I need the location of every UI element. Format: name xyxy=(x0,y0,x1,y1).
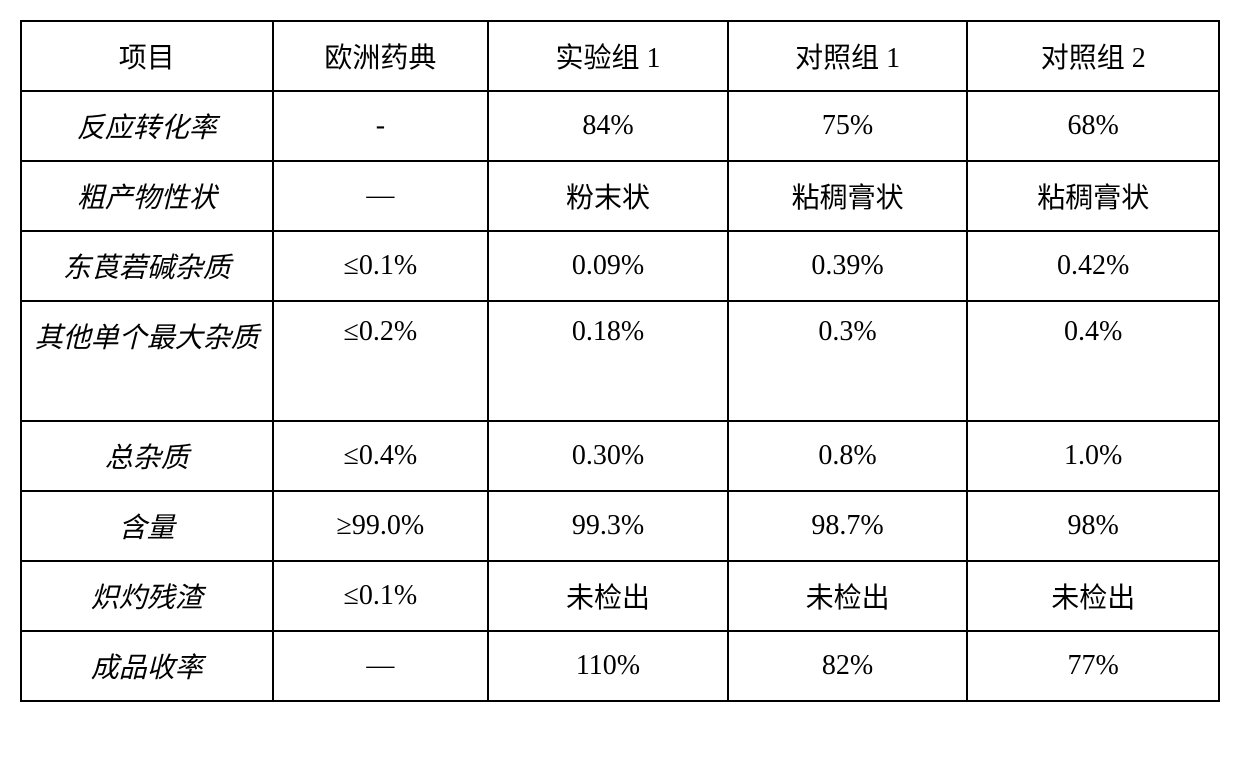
row-label: 总杂质 xyxy=(21,421,273,491)
row-label: 其他单个最大杂质 xyxy=(21,301,273,421)
cell: 82% xyxy=(728,631,968,701)
cell: — xyxy=(273,631,489,701)
cell: 0.09% xyxy=(488,231,728,301)
cell: 68% xyxy=(967,91,1219,161)
row-label: 粗产物性状 xyxy=(21,161,273,231)
cell: 粘稠膏状 xyxy=(967,161,1219,231)
cell: 未检出 xyxy=(728,561,968,631)
cell: 粘稠膏状 xyxy=(728,161,968,231)
cell: ≤0.1% xyxy=(273,561,489,631)
cell: 110% xyxy=(488,631,728,701)
cell: 粉末状 xyxy=(488,161,728,231)
cell: ≥99.0% xyxy=(273,491,489,561)
cell: 77% xyxy=(967,631,1219,701)
row-label: 成品收率 xyxy=(21,631,273,701)
header-cell-1: 欧洲药典 xyxy=(273,21,489,91)
cell: — xyxy=(273,161,489,231)
cell: 未检出 xyxy=(488,561,728,631)
cell: 84% xyxy=(488,91,728,161)
table-row: 含量 ≥99.0% 99.3% 98.7% 98% xyxy=(21,491,1219,561)
table-row: 成品收率 — 110% 82% 77% xyxy=(21,631,1219,701)
table-row: 东莨菪碱杂质 ≤0.1% 0.09% 0.39% 0.42% xyxy=(21,231,1219,301)
cell: 1.0% xyxy=(967,421,1219,491)
table-row: 炽灼残渣 ≤0.1% 未检出 未检出 未检出 xyxy=(21,561,1219,631)
table-header-row: 项目 欧洲药典 实验组 1 对照组 1 对照组 2 xyxy=(21,21,1219,91)
header-cell-2: 实验组 1 xyxy=(488,21,728,91)
table-row: 粗产物性状 — 粉末状 粘稠膏状 粘稠膏状 xyxy=(21,161,1219,231)
cell: 未检出 xyxy=(967,561,1219,631)
cell: 98.7% xyxy=(728,491,968,561)
cell: 98% xyxy=(967,491,1219,561)
row-label: 东莨菪碱杂质 xyxy=(21,231,273,301)
table-row: 总杂质 ≤0.4% 0.30% 0.8% 1.0% xyxy=(21,421,1219,491)
data-table: 项目 欧洲药典 实验组 1 对照组 1 对照组 2 反应转化率 - 84% 75… xyxy=(20,20,1220,702)
cell: ≤0.1% xyxy=(273,231,489,301)
header-cell-0: 项目 xyxy=(21,21,273,91)
cell: 75% xyxy=(728,91,968,161)
cell: 0.42% xyxy=(967,231,1219,301)
cell: 0.3% xyxy=(728,301,968,421)
cell: - xyxy=(273,91,489,161)
cell: 99.3% xyxy=(488,491,728,561)
cell: 0.18% xyxy=(488,301,728,421)
cell: ≤0.2% xyxy=(273,301,489,421)
header-cell-4: 对照组 2 xyxy=(967,21,1219,91)
row-label: 炽灼残渣 xyxy=(21,561,273,631)
row-label: 反应转化率 xyxy=(21,91,273,161)
cell: 0.30% xyxy=(488,421,728,491)
header-cell-3: 对照组 1 xyxy=(728,21,968,91)
table-row: 反应转化率 - 84% 75% 68% xyxy=(21,91,1219,161)
cell: ≤0.4% xyxy=(273,421,489,491)
cell: 0.39% xyxy=(728,231,968,301)
cell: 0.4% xyxy=(967,301,1219,421)
table-row: 其他单个最大杂质 ≤0.2% 0.18% 0.3% 0.4% xyxy=(21,301,1219,421)
cell: 0.8% xyxy=(728,421,968,491)
row-label: 含量 xyxy=(21,491,273,561)
